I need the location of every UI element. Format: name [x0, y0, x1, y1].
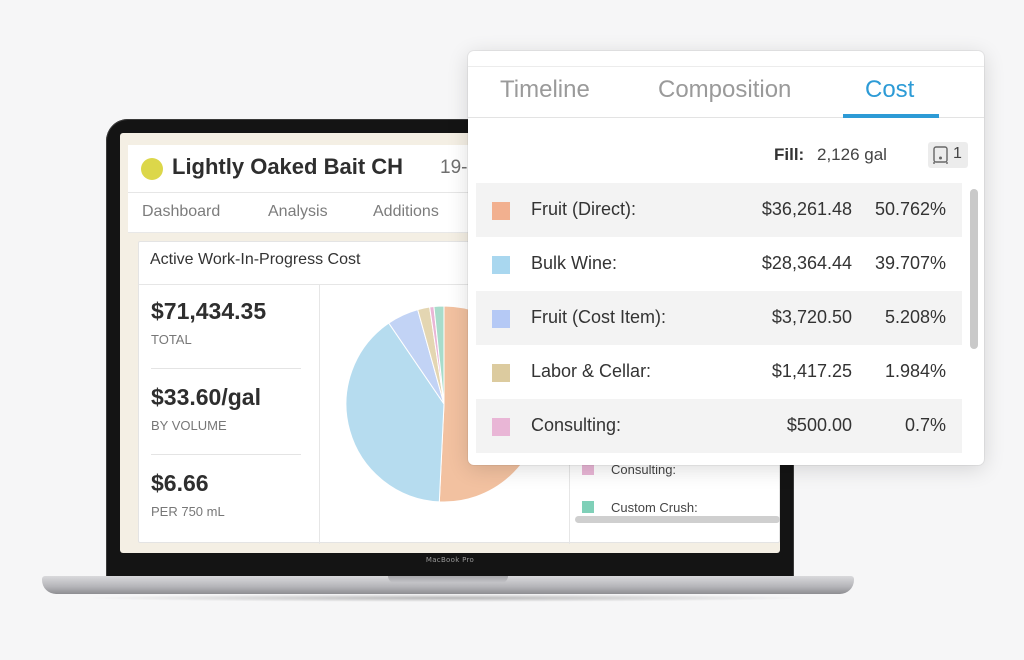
legend-swatch [582, 501, 594, 513]
cost-percent: 5.208% [884, 307, 946, 327]
color-swatch [492, 256, 510, 274]
fill-row: Fill: 2,126 gal 1 [468, 119, 984, 182]
cost-amount: $1,417.25 [771, 361, 852, 381]
cost-percent: 0.7% [904, 415, 946, 435]
divider [468, 66, 984, 67]
color-swatch [492, 418, 510, 436]
legend-label: Consulting: [611, 462, 677, 477]
legend-item-custom-crush: Custom Crush: [582, 500, 698, 515]
nav-dashboard[interactable]: Dashboard [142, 203, 221, 220]
active-tab-indicator [843, 114, 939, 118]
stat-value: $71,434.35 [151, 298, 267, 324]
cost-name: Fruit (Direct): [531, 199, 636, 219]
stat-value: $33.60/gal [151, 384, 261, 410]
tab-cost[interactable]: Cost [865, 76, 915, 103]
stat-total: $71,434.35 TOTAL [151, 298, 311, 347]
cost-percent: 1.984% [884, 361, 946, 381]
cost-percent: 50.762% [874, 199, 946, 219]
cost-panel: Timeline Composition Cost Fill: 2,126 ga… [468, 51, 984, 465]
cost-name: Bulk Wine: [531, 253, 618, 273]
cost-row-consulting: Consulting: $500.00 0.7% [476, 399, 962, 453]
cost-list: Fruit (Direct): $36,261.48 50.762% Bulk … [468, 183, 984, 465]
cost-row-fruit-direct: Fruit (Direct): $36,261.48 50.762% [476, 183, 962, 237]
stat-label: BY VOLUME [151, 418, 227, 433]
cost-name: Fruit (Cost Item): [531, 307, 667, 327]
laptop-notch [388, 576, 508, 583]
stat-per-750ml: $6.66 PER 750 mL [151, 470, 311, 519]
color-swatch [492, 202, 510, 220]
cost-amount: $3,720.50 [771, 307, 852, 327]
cost-name: Labor & Cellar: [531, 361, 652, 381]
cost-amount: $36,261.48 [761, 199, 852, 219]
cost-amount: $28,364.44 [761, 253, 852, 273]
legend-item-consulting: Consulting: [582, 462, 676, 477]
cost-amount: $500.00 [786, 415, 852, 435]
barrel-icon [933, 146, 948, 164]
nav-analysis[interactable]: Analysis [268, 203, 328, 220]
fill-label: Fill: [774, 145, 805, 164]
pie-slice-bulk-wine[interactable] [345, 322, 445, 503]
legend-swatch [582, 463, 594, 475]
cost-row-labor-cellar: Labor & Cellar: $1,417.25 1.984% [476, 345, 962, 399]
cost-percent: 39.707% [874, 253, 946, 273]
laptop-base [42, 576, 854, 594]
horizontal-scrollbar[interactable] [575, 516, 780, 523]
stat-by-volume: $33.60/gal BY VOLUME [151, 384, 311, 433]
color-swatch [492, 310, 510, 328]
divider [139, 284, 780, 285]
vertical-scrollbar[interactable] [970, 189, 978, 349]
card-title: Active Work-In-Progress Cost [150, 251, 361, 268]
divider [151, 368, 301, 369]
stat-label: TOTAL [151, 332, 192, 347]
tab-composition[interactable]: Composition [658, 76, 792, 103]
divider [151, 454, 301, 455]
cost-row-bulk-wine: Bulk Wine: $28,364.44 39.707% [476, 237, 962, 291]
cost-row-fruit-cost-item: Fruit (Cost Item): $3,720.50 5.208% [476, 291, 962, 345]
stat-label: PER 750 mL [151, 504, 225, 519]
vessel-count-badge[interactable]: 1 [928, 142, 968, 168]
divider [319, 284, 320, 544]
vessel-count: 1 [953, 145, 962, 162]
cost-name: Consulting: [531, 415, 622, 435]
legend-label: Custom Crush: [611, 500, 698, 515]
page-title: Lightly Oaked Bait CH [172, 154, 404, 179]
pie-slice-other[interactable] [433, 305, 445, 405]
laptop-shadow [80, 594, 816, 602]
nav-additions[interactable]: Additions [373, 203, 439, 220]
stat-value: $6.66 [151, 470, 209, 496]
tab-timeline[interactable]: Timeline [500, 76, 590, 103]
panel-tabs: Timeline Composition Cost [468, 51, 984, 118]
status-dot [141, 158, 163, 180]
fill-value: 2,126 gal [817, 145, 887, 164]
color-swatch [492, 364, 510, 382]
laptop-model-label: MacBook Pro [425, 556, 475, 564]
